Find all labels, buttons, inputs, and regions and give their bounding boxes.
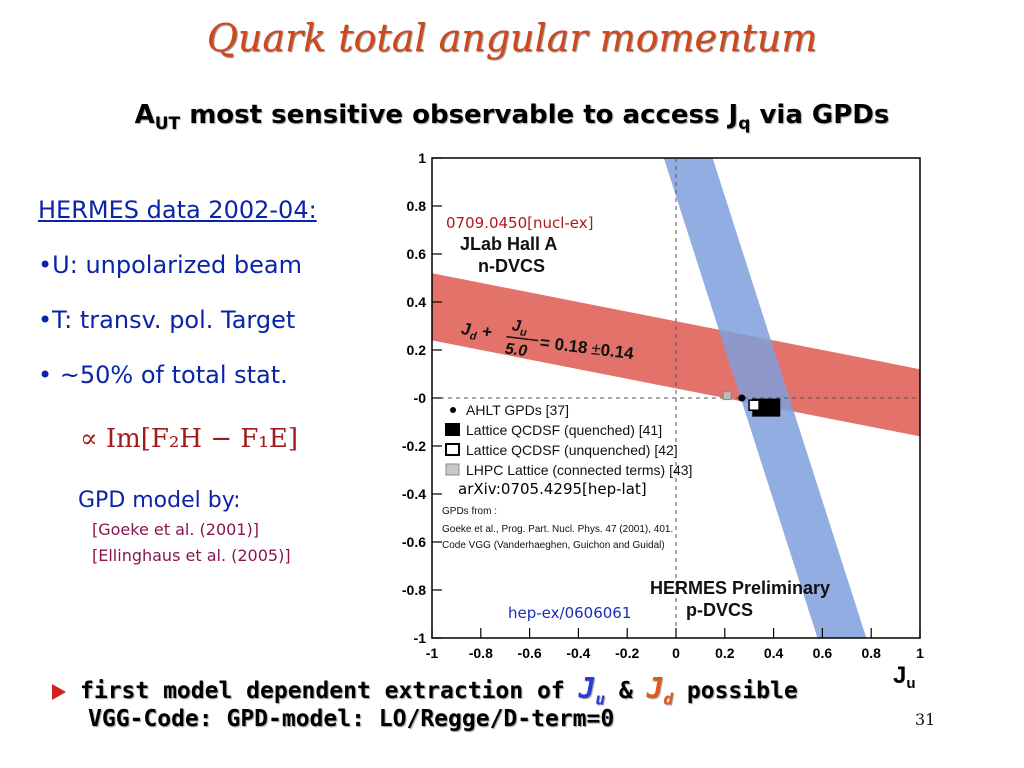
ju-jd-plot: -1 -0.8 -0.6 -0.4 -0.2 0 0.2 0.4 0.6 0.8 1 1 0.8 0.6…: [370, 148, 930, 698]
equation-fraction-numerator: Ju: [510, 317, 528, 339]
subtitle-mid: most sensitive observable to access J: [180, 100, 739, 130]
legend: AHLT GPDs [37] Lattice QCDSF (quenched) […: [445, 402, 692, 478]
hermes-sublabel: p-DVCS: [686, 600, 753, 620]
legend-marker-gray-square: [445, 463, 460, 476]
x-tick-label: -0.8: [469, 645, 493, 661]
lattice-reference: arXiv:0705.4295[hep-lat]: [458, 480, 647, 498]
y-tick-label: 1: [418, 150, 426, 166]
asymmetry-formula: ∝ Im[F₂H − F₁E]: [80, 424, 298, 454]
hermes-band: [663, 158, 867, 638]
y-tick-label: 0.6: [407, 246, 427, 262]
y-tick-label: -0.4: [402, 486, 426, 502]
legend-label: Lattice QCDSF (unquenched) [42]: [466, 442, 678, 458]
conclusion-end: possible: [673, 678, 798, 704]
equation-fraction-denominator: 5.0: [504, 341, 528, 361]
reference-goeke: [Goeke et al. (2001)]: [92, 520, 259, 539]
y-tick-label: -0.2: [402, 438, 426, 454]
x-tick-label: 0.8: [861, 645, 881, 661]
reference-ellinghaus: [Ellinghaus et al. (2005)]: [92, 546, 291, 565]
list-item: • ~50% of total stat.: [38, 361, 288, 389]
gpds-from-label: GPDs from :: [442, 506, 497, 517]
data-point-qcdsf-unquenched: [748, 399, 760, 411]
x-tick-label: -0.2: [615, 645, 639, 661]
hermes-reference: hep-ex/0606061: [508, 604, 631, 622]
x-tick-label: 0: [672, 645, 680, 661]
slide-subtitle: AUT most sensitive observable to access …: [0, 100, 1024, 134]
vgg-citation: Code VGG (Vanderhaeghen, Guichon and Gui…: [442, 540, 665, 551]
x-tick-label: -1: [426, 645, 439, 661]
x-axis-label: Ju: [893, 662, 916, 692]
y-tick-label: -0.8: [402, 582, 426, 598]
y-tick-label: 0.4: [407, 294, 427, 310]
page-number: 31: [915, 710, 936, 729]
legend-label: Lattice QCDSF (quenched) [41]: [466, 422, 662, 438]
x-axis-ticks: -1 -0.8 -0.6 -0.4 -0.2 0 0.2 0.4 0.6 0.8 1: [426, 628, 924, 661]
jlab-subtitle: n-DVCS: [478, 256, 545, 276]
y-tick-label: 0.8: [407, 198, 427, 214]
conclusion-line: first model dependent extraction of Ju &…: [52, 672, 798, 709]
plot-svg: -1 -0.8 -0.6 -0.4 -0.2 0 0.2 0.4 0.6 0.8 1 1 0.8 0.6…: [402, 150, 924, 692]
equation-fraction-bar: [506, 335, 539, 342]
list-item: •T: transv. pol. Target: [38, 306, 296, 334]
x-tick-label: 1: [916, 645, 924, 661]
y-tick-label: 0.2: [407, 342, 427, 358]
constraint-bands: [432, 158, 920, 638]
ju-symbol: Ju: [578, 672, 606, 709]
conclusion-amp: &: [605, 678, 647, 704]
y-tick-label: -0.6: [402, 534, 426, 550]
subtitle-end: via GPDs: [750, 100, 890, 130]
data-points: [722, 391, 781, 417]
slide-title: Quark total angular momentum: [206, 16, 818, 60]
arrow-bullet-icon: [52, 683, 66, 700]
data-point-lhpc: [722, 391, 732, 401]
jd-symbol: Jd: [646, 672, 674, 709]
jlab-reference: 0709.0450[nucl-ex]: [446, 214, 594, 232]
gpd-model-label: GPD model by:: [78, 488, 241, 513]
x-tick-label: 0.4: [764, 645, 784, 661]
y-axis-ticks: 1 0.8 0.6 0.4 0.2 -0 -0.2 -0.4 -0.6 -0.8 -1: [402, 150, 442, 646]
legend-marker-filled-square: [445, 423, 460, 436]
jlab-title: JLab Hall A: [460, 234, 557, 254]
subtitle-a-sub: UT: [154, 114, 181, 135]
list-heading: HERMES data 2002-04:: [38, 196, 317, 224]
hermes-data-list: HERMES data 2002-04: •U: unpolarized bea…: [38, 196, 317, 416]
legend-marker-dot: [450, 407, 456, 413]
x-tick-label: 0.2: [715, 645, 735, 661]
legend-label: LHPC Lattice (connected terms) [43]: [466, 462, 692, 478]
subtitle-a: A: [134, 100, 155, 130]
x-tick-label: -0.6: [518, 645, 542, 661]
data-point-ahlt: [738, 394, 746, 402]
equation-lhs: Jd +: [460, 319, 493, 345]
jlab-band: [432, 273, 920, 437]
subtitle-j-sub: q: [738, 114, 751, 135]
equation-rhs: = 0.18±0.14: [539, 333, 635, 363]
list-item: •U: unpolarized beam: [38, 251, 302, 279]
x-tick-label: -0.4: [566, 645, 590, 661]
jlab-equation: Jd + Ju 5.0 = 0.18±0.14: [460, 317, 635, 363]
goeke-citation: Goeke et al., Prog. Part. Nucl. Phys. 47…: [442, 524, 673, 535]
y-tick-label: -1: [414, 630, 427, 646]
legend-marker-open-square: [445, 443, 460, 456]
conclusion-start: first model dependent extraction of: [80, 678, 579, 704]
hermes-label: HERMES Preliminary: [650, 578, 830, 598]
vgg-code-line: VGG-Code: GPD-model: LO/Regge/D-term=0: [88, 706, 615, 732]
legend-label: AHLT GPDs [37]: [466, 402, 569, 418]
x-tick-label: 0.6: [813, 645, 833, 661]
y-tick-label: -0: [414, 390, 427, 406]
